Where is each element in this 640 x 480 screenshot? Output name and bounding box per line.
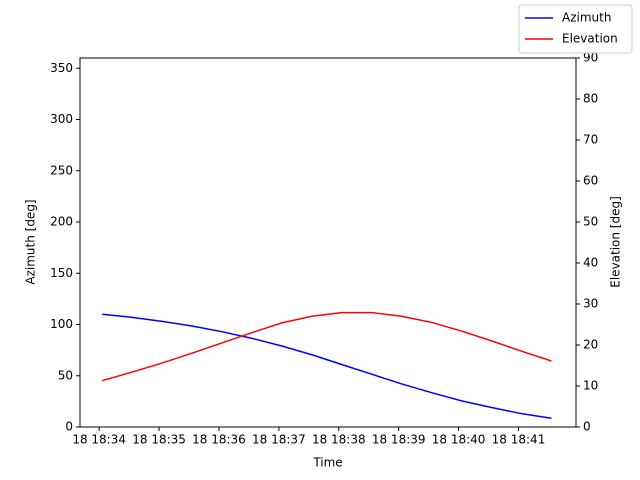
y-tick-label: 200: [50, 215, 73, 229]
y2-tick-label: 20: [583, 338, 598, 352]
y2-tick-label: 30: [583, 297, 598, 311]
series-line: [101, 311, 552, 382]
x-tick-label: 18 18:37: [252, 433, 306, 447]
x-tick-label: 18 18:40: [432, 433, 486, 447]
y2-tick-label: 0: [583, 420, 591, 434]
series-line: [102, 313, 552, 420]
y-tick-label: 0: [65, 420, 73, 434]
y2-tick-label: 50: [583, 215, 598, 229]
x-tick-label: 18 18:34: [72, 433, 126, 447]
y-axis-label: Azimuth [deg]: [24, 199, 38, 284]
y2-tick-label: 70: [583, 133, 598, 147]
y-tick-label: 250: [50, 163, 73, 177]
y2-tick-label: 90: [583, 51, 598, 65]
x-axis-label: Time: [312, 456, 342, 470]
legend-label: Azimuth: [562, 11, 611, 25]
y2-tick-label: 60: [583, 174, 598, 188]
y-tick-label: 100: [50, 317, 73, 331]
y-tick-label: 350: [50, 61, 73, 75]
y-tick-label: 150: [50, 266, 73, 280]
y2-tick-label: 80: [583, 92, 598, 106]
legend-box: [518, 4, 633, 54]
y2-tick-label: 40: [583, 256, 598, 270]
y2-axis-label: Elevation [deg]: [609, 196, 623, 288]
x-tick-label: 18 18:35: [132, 433, 186, 447]
x-tick-label: 18 18:36: [192, 433, 246, 447]
x-tick-label: 18 18:39: [372, 433, 426, 447]
y-tick-label: 300: [50, 112, 73, 126]
y2-tick-label: 10: [583, 379, 598, 393]
x-tick-label: 18 18:41: [492, 433, 546, 447]
y-tick-label: 50: [58, 368, 73, 382]
x-tick-label: 18 18:38: [312, 433, 366, 447]
legend-label: Elevation: [562, 32, 618, 46]
plot-frame: [79, 57, 577, 428]
